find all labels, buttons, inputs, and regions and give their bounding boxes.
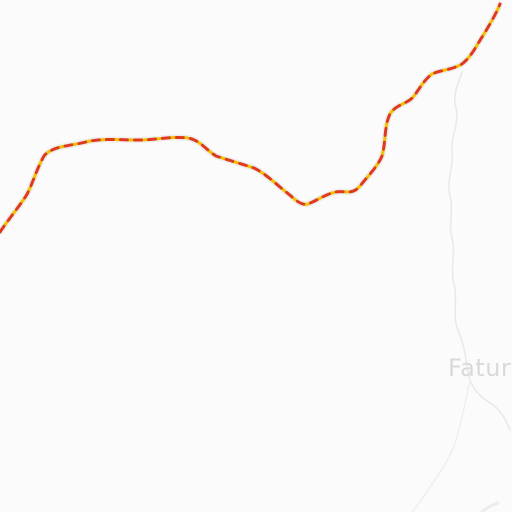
river-line xyxy=(448,71,511,431)
place-label[interactable]: Fatur xyxy=(448,354,512,382)
track-line xyxy=(411,379,471,512)
road-stub xyxy=(480,501,500,512)
border-line-red xyxy=(0,2,502,234)
border-line-yellow xyxy=(0,2,502,234)
road-casing xyxy=(0,1,503,235)
